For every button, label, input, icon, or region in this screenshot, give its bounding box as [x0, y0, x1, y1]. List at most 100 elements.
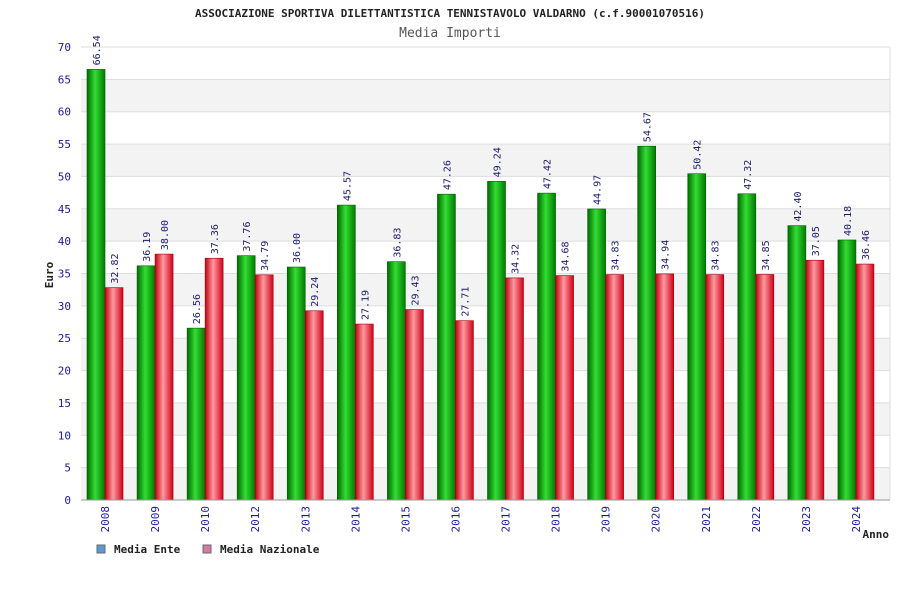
- bar-value-label: 34.83: [711, 240, 722, 270]
- bar-value-label: 47.32: [743, 160, 754, 190]
- x-tick-label: 2016: [449, 506, 462, 533]
- bar-media-nazionale-2020: [655, 273, 674, 501]
- y-tick-label: 65: [58, 73, 71, 86]
- bars-group: [86, 69, 875, 501]
- bar-media-nazionale-2013: [304, 310, 324, 501]
- bar-media-ente-2018: [537, 192, 556, 501]
- bar-media-ente-2010: [186, 327, 206, 501]
- bar-value-label: 50.42: [693, 140, 704, 170]
- bar-media-ente-2009: [136, 265, 156, 501]
- legend-swatch-media-nazionale: [202, 544, 212, 554]
- bar-value-label: 32.82: [110, 253, 121, 283]
- bar-value-label: 36.46: [861, 230, 872, 260]
- bar-value-label: 34.94: [661, 240, 672, 270]
- x-tick-label: 2024: [850, 506, 863, 533]
- bar-media-ente-2019: [587, 208, 606, 501]
- bar-media-ente-2017: [487, 181, 506, 501]
- y-axis-label: Euro: [43, 261, 56, 288]
- bar-media-ente-2013: [286, 266, 306, 501]
- x-tick-label: 2014: [349, 506, 362, 533]
- x-tick-label: 2019: [600, 506, 613, 533]
- bar-media-nazionale-2016: [455, 320, 474, 501]
- bar-media-nazionale-2010: [204, 257, 224, 501]
- bar-media-ente-2024: [837, 239, 857, 501]
- bar-media-nazionale-2023: [805, 259, 825, 501]
- bar-media-nazionale-2022: [755, 274, 775, 501]
- bar-media-ente-2023: [787, 225, 807, 501]
- y-tick-label: 60: [58, 106, 71, 119]
- bar-value-label: 34.32: [511, 244, 522, 274]
- bar-value-label: 42.40: [793, 192, 804, 222]
- bar-media-nazionale-2012: [254, 274, 274, 501]
- bar-labels-group: 66.54 32.82 36.19 38.00 26.56 37.36 37.76 34.79…: [92, 35, 872, 324]
- bar-media-ente-2012: [236, 255, 256, 501]
- bar-value-label: 36.00: [292, 233, 303, 263]
- bar-value-label: 34.79: [260, 241, 271, 271]
- bar-value-label: 29.24: [310, 277, 321, 307]
- bar-value-label: 66.54: [92, 35, 103, 65]
- x-axis-label: Anno: [863, 528, 890, 541]
- bar-value-label: 27.19: [360, 290, 371, 320]
- bar-media-ente-2021: [687, 173, 707, 501]
- bar-value-label: 44.97: [593, 175, 604, 205]
- y-tick-label: 5: [64, 462, 71, 475]
- bar-media-ente-2020: [637, 145, 656, 501]
- legend-label-media-nazionale: Media Nazionale: [220, 543, 320, 556]
- bar-value-label: 40.18: [843, 206, 854, 236]
- bar-media-nazionale-2018: [555, 275, 574, 501]
- y-tick-label: 20: [58, 365, 71, 378]
- x-tick-label: 2017: [500, 506, 513, 533]
- bar-media-nazionale-2019: [605, 274, 624, 501]
- bar-value-label: 38.00: [160, 220, 171, 250]
- x-tick-label: 2009: [149, 506, 162, 533]
- bar-value-label: 26.56: [192, 294, 203, 324]
- chart-title: ASSOCIAZIONE SPORTIVA DILETTANTISTICA TE…: [195, 7, 705, 20]
- chart-subtitle: Media Importi: [399, 26, 501, 41]
- x-tick-label: 2018: [550, 506, 563, 533]
- y-tick-label: 10: [58, 429, 71, 442]
- bar-media-ente-2008: [86, 69, 106, 501]
- y-tick-label: 0: [64, 494, 71, 507]
- bar-media-ente-2016: [437, 193, 456, 501]
- y-tick-label: 55: [58, 138, 71, 151]
- grid-band: [81, 176, 890, 209]
- x-tick-label: 2012: [249, 506, 262, 533]
- bar-value-label: 49.24: [493, 147, 504, 177]
- bar-value-label: 37.05: [811, 226, 822, 256]
- bar-value-label: 34.85: [761, 240, 772, 270]
- x-axis-ticks: 2008 2009 2010 2012 2013 2014 2015 2016 2017 2018…: [99, 506, 863, 533]
- x-tick-label: 2010: [199, 506, 212, 533]
- y-tick-label: 15: [58, 397, 71, 410]
- x-tick-label: 2021: [700, 506, 713, 533]
- bar-media-nazionale-2008: [104, 287, 124, 501]
- x-tick-label: 2022: [750, 506, 763, 533]
- x-tick-label: 2023: [800, 506, 813, 533]
- y-tick-label: 40: [58, 235, 71, 248]
- grid-band: [81, 111, 890, 145]
- bar-value-label: 37.36: [210, 224, 221, 254]
- bar-value-label: 29.43: [410, 275, 421, 305]
- legend-label-media-ente: Media Ente: [114, 543, 181, 556]
- bar-media-ente-2015: [387, 261, 406, 501]
- bar-media-nazionale-2024: [855, 263, 875, 501]
- bar-media-ente-2014: [337, 204, 356, 501]
- y-tick-label: 70: [58, 41, 71, 54]
- grid-band: [81, 47, 890, 80]
- bar-value-label: 47.42: [543, 159, 554, 189]
- y-tick-label: 45: [58, 203, 71, 216]
- bar-value-label: 36.83: [392, 228, 403, 258]
- x-tick-label: 2013: [299, 506, 312, 533]
- bar-media-nazionale-2017: [505, 277, 524, 501]
- grid-band: [81, 208, 890, 242]
- bar-media-nazionale-2015: [405, 309, 424, 501]
- grid-band: [81, 144, 890, 177]
- y-tick-label: 50: [58, 170, 71, 183]
- grid-band: [81, 79, 890, 112]
- y-tick-label: 35: [58, 268, 71, 281]
- bar-value-label: 34.68: [561, 241, 572, 271]
- bar-value-label: 34.83: [611, 240, 622, 270]
- bar-value-label: 27.71: [460, 287, 471, 317]
- y-axis-ticks: 0 5 10 15 20 25 30 35 40 45 50 55 60 65 70: [58, 41, 71, 507]
